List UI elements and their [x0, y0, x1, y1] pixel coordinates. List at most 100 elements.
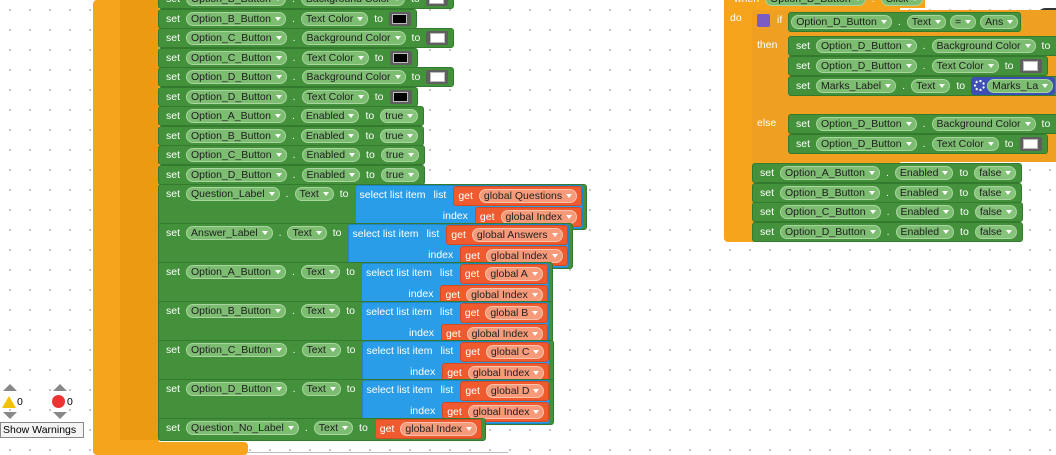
dropdown-field[interactable]: Enabled — [894, 166, 954, 180]
keyword: select list item — [365, 267, 432, 279]
dropdown-field[interactable]: Option_B_Button — [186, 11, 286, 26]
dropdown-field[interactable]: Text — [911, 78, 951, 93]
dropdown-field[interactable]: global Index — [485, 249, 563, 263]
dropdown-field[interactable]: Text — [301, 382, 341, 396]
dropdown-field[interactable]: Background Color — [300, 0, 405, 6]
dropdown-field[interactable]: global Index — [467, 366, 545, 380]
dropdown-field[interactable]: Text — [294, 187, 334, 201]
dropdown-field[interactable]: Option_C_Button — [780, 205, 881, 219]
dropdown-arrow — [407, 172, 414, 177]
dropdown-field[interactable]: Option_D_Button — [186, 167, 287, 182]
dropdown-field[interactable]: Answer_Label — [186, 226, 273, 240]
dropdown-field[interactable]: global Index — [500, 210, 578, 224]
dropdown-field[interactable]: false — [974, 224, 1017, 239]
dropdown-field[interactable]: Enabled — [895, 224, 955, 239]
dropdown-field[interactable]: global Answers — [471, 228, 563, 242]
dropdown-field[interactable]: false — [974, 166, 1017, 180]
dropdown-field[interactable]: true — [380, 109, 419, 123]
keyword: get — [446, 328, 461, 340]
arrow-up[interactable] — [3, 384, 17, 391]
keyword: set — [166, 344, 181, 356]
dropdown-field[interactable]: true — [380, 148, 419, 162]
arrow-down[interactable] — [3, 412, 17, 419]
dropdown-field[interactable]: Click — [880, 0, 924, 6]
dropdown-field[interactable]: Option_D_Button — [816, 117, 917, 131]
dropdown-field[interactable]: global Index — [467, 405, 545, 419]
keyword: to — [366, 168, 375, 181]
dropdown-field[interactable]: global Index — [466, 327, 544, 341]
dropdown-field[interactable]: Background Color — [931, 39, 1036, 53]
arrow-up[interactable] — [53, 384, 67, 391]
dropdown-field[interactable]: Text — [300, 304, 341, 318]
dropdown-field[interactable]: global D — [485, 384, 545, 398]
dropdown-arrow — [905, 122, 912, 126]
dropdown-field[interactable]: Option_D_Button — [816, 39, 917, 53]
dropdown-field[interactable]: true — [380, 128, 419, 143]
dropdown-field[interactable]: Text — [313, 421, 354, 435]
dropdown-field[interactable]: Enabled — [300, 109, 360, 123]
dropdown-field[interactable]: Enabled — [894, 185, 954, 200]
dropdown-field[interactable]: Option_D_Button — [186, 89, 287, 104]
dropdown-field[interactable]: Option_C_Button — [186, 148, 287, 162]
field-text: Enabled — [306, 149, 346, 161]
dropdown-field[interactable]: Question_Label — [186, 187, 280, 201]
dropdown-field[interactable]: Option_B_Button — [186, 0, 286, 6]
dropdown-field[interactable]: Enabled — [300, 128, 360, 143]
dropdown-field[interactable]: global C — [485, 345, 545, 359]
dropdown-field[interactable]: Option_B_Button — [186, 304, 286, 318]
set-block: set Option_B_Button. Text Color to — [158, 8, 417, 29]
dropdown-field[interactable]: Text — [287, 226, 327, 240]
dropdown-field[interactable]: Marks_Label — [816, 78, 897, 93]
dropdown-field[interactable]: Option_D_Button — [791, 15, 892, 29]
dropdown-field[interactable]: Enabled — [301, 148, 361, 162]
dropdown-field[interactable]: Option_C_Button — [186, 31, 287, 45]
dropdown-field[interactable]: Option_C_Button — [186, 50, 287, 65]
dropdown-field[interactable]: global B — [485, 306, 544, 320]
dropdown-field[interactable]: Background Color — [301, 31, 406, 45]
dropdown-field[interactable]: global Index — [466, 288, 543, 302]
show-warnings-button[interactable]: Show Warnings — [0, 422, 84, 438]
dropdown-field[interactable]: false — [974, 185, 1017, 200]
dropdown-field[interactable]: false — [974, 205, 1017, 219]
dropdown-field[interactable]: Text — [906, 15, 946, 29]
dropdown-field[interactable]: Text — [301, 343, 341, 357]
dropdown-field[interactable]: Option_D_Button — [186, 382, 287, 396]
dropdown-field[interactable]: global A — [485, 267, 543, 281]
dropdown-field[interactable]: Question_No_Label — [186, 421, 299, 435]
dropdown-field[interactable]: Background Color — [931, 117, 1036, 131]
dropdown-field[interactable]: Text — [300, 265, 341, 279]
dropdown-field[interactable]: Option_B_Button — [780, 185, 880, 200]
dropdown-field[interactable]: Option_B_Button — [186, 128, 286, 143]
dropdown-field[interactable]: Text Color — [931, 58, 999, 73]
dropdown-field[interactable]: Marks_La — [987, 78, 1054, 93]
dropdown-field[interactable]: true — [380, 167, 419, 182]
dropdown-field[interactable]: Option_D_Button — [816, 58, 917, 73]
dropdown-field[interactable]: Option_A_Button — [186, 265, 286, 279]
dropdown-field[interactable]: Text Color — [300, 11, 369, 26]
dropdown-field[interactable]: Option_D_Button — [186, 70, 287, 84]
dropdown-field[interactable]: Ans — [980, 15, 1019, 29]
dropdown-field[interactable]: global Questions — [478, 189, 578, 203]
dropdown-field[interactable]: Text Color — [931, 136, 999, 151]
dropdown-field[interactable]: Option_D_Button — [816, 136, 917, 151]
dropdown-field[interactable]: = — [950, 15, 977, 29]
dropdown-arrow — [275, 36, 282, 40]
dropdown-field[interactable]: Option_A_Button — [780, 166, 880, 180]
dropdown-field[interactable]: Background Color — [301, 70, 406, 84]
dropdown-field[interactable]: Text Color — [301, 50, 369, 65]
dropdown-field[interactable]: global Index — [400, 422, 478, 436]
field-text: Marks_Label — [821, 79, 882, 92]
field-text: Option_B_Button — [191, 129, 271, 142]
dropdown-field[interactable]: Enabled — [301, 167, 361, 182]
dropdown-arrow — [854, 0, 861, 1]
dropdown-field[interactable]: Enabled — [895, 205, 955, 219]
if-header: if Option_D_Button. Text = Ans — [754, 11, 1023, 33]
dropdown-field[interactable]: Option_D_Button — [780, 224, 881, 239]
set-block: set Option_B_Button. Enabled to true — [158, 125, 425, 146]
dropdown-field[interactable]: Option_A_Button — [186, 109, 286, 123]
arrow-down[interactable] — [53, 412, 67, 419]
dropdown-field[interactable]: Option_C_Button — [186, 343, 287, 357]
dropdown-field[interactable]: Option_D_Button — [765, 0, 866, 6]
dropdown-field[interactable]: Text Color — [301, 89, 369, 104]
dropdown-arrow — [869, 210, 876, 214]
